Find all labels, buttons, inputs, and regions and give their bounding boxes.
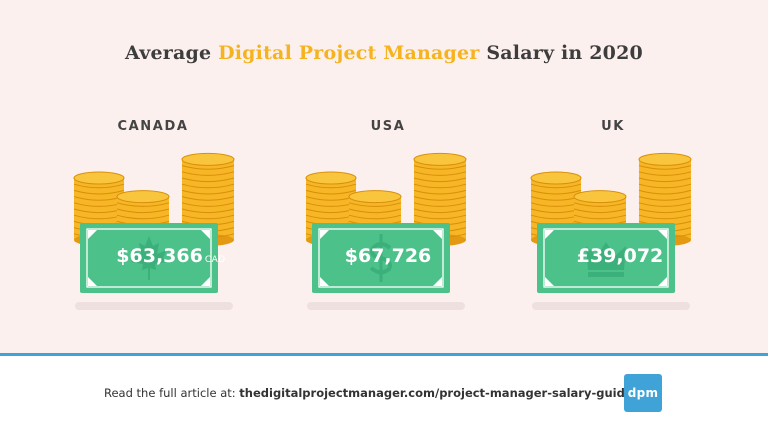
crown-icon (586, 242, 626, 277)
ground-shadow (532, 302, 690, 310)
salary-value-usa: $67,726 (288, 245, 488, 267)
salary-value-uk: £39,072 (520, 245, 720, 267)
salary-illustration (73, 152, 692, 310)
maple-leaf-icon (131, 236, 167, 280)
salary-unit-canada: CAD (204, 255, 226, 265)
article-link[interactable]: thedigitalprojectmanager.com/project-man… (239, 386, 637, 400)
title-suffix: Salary in 2020 (486, 42, 643, 64)
footer-lead: Read the full article at: (104, 386, 236, 400)
banknote-canada (80, 223, 218, 293)
footer-divider (0, 353, 768, 356)
salary-card-canada (73, 152, 235, 310)
footer: Read the full article at: thedigitalproj… (0, 356, 768, 432)
salary-amount-canada: $63,366 (116, 245, 203, 267)
salary-card-uk (530, 152, 692, 310)
dollar-sign-icon (369, 234, 392, 282)
banknote-uk (537, 223, 675, 293)
ground-shadow (75, 302, 233, 310)
page-title: Average Digital Project Manager Salary i… (0, 42, 768, 64)
country-label-uk: UK (601, 119, 625, 134)
salary-card-usa (305, 152, 467, 310)
banknote-usa (312, 223, 450, 293)
title-highlight: Digital Project Manager (218, 42, 480, 64)
salary-amount-usa: $67,726 (344, 245, 432, 267)
salary-value-canada: $63,366 CAD (71, 245, 271, 267)
dpm-logo[interactable]: dpm (624, 374, 662, 412)
logo-text: dpm (627, 386, 659, 400)
ground-shadow (307, 302, 465, 310)
country-label-canada: CANADA (117, 119, 189, 134)
title-prefix: Average (125, 42, 212, 64)
footer-text: Read the full article at: thedigitalproj… (104, 386, 637, 400)
country-label-usa: USA (370, 119, 406, 134)
salary-amount-uk: £39,072 (576, 245, 664, 267)
